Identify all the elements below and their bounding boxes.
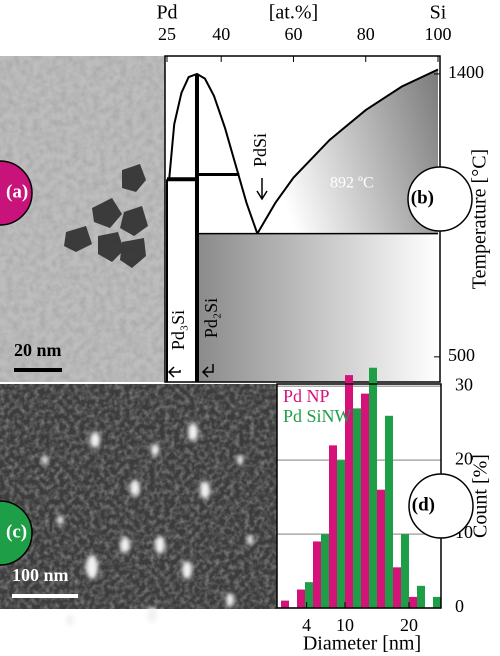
histogram-bar xyxy=(281,600,289,608)
histogram-bar xyxy=(345,375,353,608)
scale-bar-label: 100 nm xyxy=(12,565,69,585)
x-tick-label: 10 xyxy=(336,615,354,635)
y-tick-label: 500 xyxy=(448,345,475,365)
tem-image: (a) 20 nm xyxy=(0,56,165,382)
arrow xyxy=(167,366,181,378)
scale-bar-label: 20 nm xyxy=(14,340,62,360)
x-end-label: Si xyxy=(430,2,447,24)
x-axis-title: [at.%] xyxy=(269,2,318,24)
histogram-bar xyxy=(377,489,385,608)
y-tick-label: 1400 xyxy=(448,62,484,82)
histogram-bar xyxy=(361,393,369,608)
arrow xyxy=(201,364,214,378)
x-start-label: Pd xyxy=(156,2,177,24)
annotation: VLS xyxy=(257,175,287,192)
x-axis-title: Diameter [nm] xyxy=(303,633,421,655)
panel-label: (a) xyxy=(6,181,28,202)
legend-label: Pd SiNW xyxy=(283,406,352,426)
panel-label: (c) xyxy=(6,521,27,542)
legend-label: Pd NP xyxy=(283,386,330,406)
y-tick-label: 20 xyxy=(455,448,473,468)
histogram-bar xyxy=(409,596,417,608)
histogram-bar xyxy=(337,460,345,608)
histogram-bar xyxy=(305,582,313,608)
histogram-bar xyxy=(369,367,377,608)
x-tick-label: 25 xyxy=(158,24,176,44)
x-tick-label: 60 xyxy=(284,24,302,44)
x-tick-label: 80 xyxy=(357,24,375,44)
histogram-bar xyxy=(433,596,441,608)
histogram-bar xyxy=(385,415,393,608)
annotation: Pd₃Si xyxy=(168,310,188,350)
arrow xyxy=(256,178,268,201)
annotation: PdSi xyxy=(250,133,270,167)
y-axis-title: Temperature [°C] xyxy=(469,149,491,289)
phase-line xyxy=(256,68,439,235)
vls-shading xyxy=(257,69,438,234)
y-tick-label: 0 xyxy=(455,596,464,616)
histogram-bar xyxy=(321,534,329,608)
y-axis-title: Count [%] xyxy=(470,454,492,538)
vss-shading xyxy=(196,233,438,382)
annotation: 892 ºC xyxy=(330,175,374,192)
x-tick-label: 20 xyxy=(400,615,418,635)
x-tick-label: 100 xyxy=(425,24,452,44)
histogram-bar xyxy=(297,589,305,608)
x-tick-label: 40 xyxy=(212,24,230,44)
histogram-bar xyxy=(313,541,321,608)
sem-image: (c) 100 nm xyxy=(0,384,277,626)
histogram-bar xyxy=(417,585,425,608)
annotation: VSS xyxy=(206,203,235,220)
histogram-bar xyxy=(329,445,337,608)
panel-label: (d) xyxy=(412,494,435,515)
panel-label-badge xyxy=(408,473,474,539)
histogram-bar xyxy=(393,567,401,608)
y-tick-label: 30 xyxy=(455,374,473,394)
x-tick-label: 4 xyxy=(302,615,311,635)
panel-label: (b) xyxy=(411,187,434,208)
annotation: Pd₂Si xyxy=(201,298,221,338)
panel-label-badge xyxy=(407,166,473,232)
histogram-bar xyxy=(401,534,409,608)
histogram-bar xyxy=(353,408,361,608)
phase-line xyxy=(168,72,259,234)
